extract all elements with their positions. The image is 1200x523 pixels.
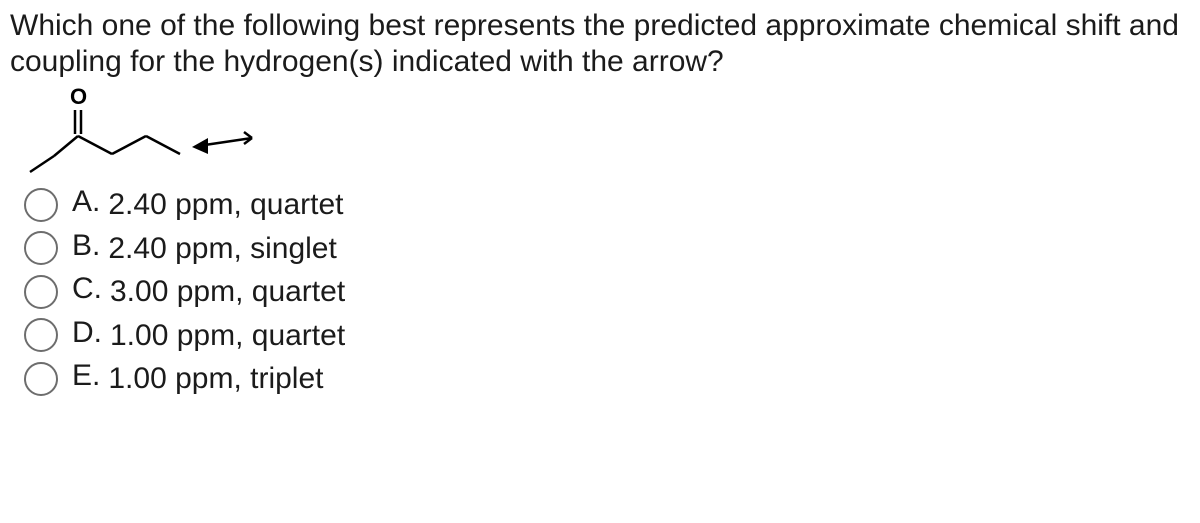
- question-page: Which one of the following best represen…: [0, 0, 1200, 408]
- option-a-text: 2.40 ppm, quartet: [108, 186, 343, 224]
- radio-b[interactable]: [24, 231, 58, 265]
- option-c-letter: C.: [72, 270, 102, 308]
- option-b[interactable]: B. 2.40 ppm, singlet: [24, 230, 1190, 268]
- option-d[interactable]: D. 1.00 ppm, quartet: [24, 317, 1190, 355]
- radio-c[interactable]: [24, 275, 58, 309]
- oxygen-label-2: O: [70, 86, 87, 109]
- option-a-letter: A.: [72, 183, 100, 221]
- option-e-text: 1.00 ppm, triplet: [108, 360, 323, 398]
- radio-e[interactable]: [24, 362, 58, 396]
- option-b-text: 2.40 ppm, singlet: [108, 230, 336, 268]
- option-c-text: 3.00 ppm, quartet: [110, 273, 345, 311]
- options-list: A. 2.40 ppm, quartet B. 2.40 ppm, single…: [24, 186, 1190, 398]
- question-text: Which one of the following best represen…: [10, 8, 1190, 80]
- radio-a[interactable]: [24, 188, 58, 222]
- option-e-letter: E.: [72, 357, 100, 395]
- option-c-label: C. 3.00 ppm, quartet: [72, 273, 345, 311]
- option-d-letter: D.: [72, 314, 102, 352]
- molecule-structure: O O: [20, 86, 280, 176]
- option-b-label: B. 2.40 ppm, singlet: [72, 230, 337, 268]
- option-c[interactable]: C. 3.00 ppm, quartet: [24, 273, 1190, 311]
- molecule-svg: O O: [20, 86, 280, 176]
- option-b-letter: B.: [72, 227, 100, 265]
- option-e[interactable]: E. 1.00 ppm, triplet: [24, 360, 1190, 398]
- option-e-label: E. 1.00 ppm, triplet: [72, 360, 323, 398]
- option-a[interactable]: A. 2.40 ppm, quartet: [24, 186, 1190, 224]
- radio-d[interactable]: [24, 318, 58, 352]
- svg-bg: [20, 86, 280, 176]
- option-d-text: 1.00 ppm, quartet: [110, 317, 345, 355]
- option-d-label: D. 1.00 ppm, quartet: [72, 317, 345, 355]
- option-a-label: A. 2.40 ppm, quartet: [72, 186, 344, 224]
